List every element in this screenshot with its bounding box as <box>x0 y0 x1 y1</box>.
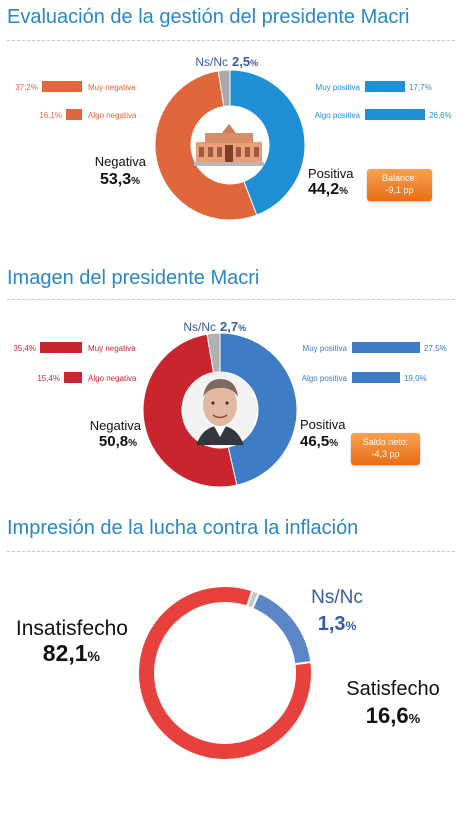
breakdown-label: Muy negativa <box>88 83 136 92</box>
bar <box>42 81 82 92</box>
breakdown-value: 27,5% <box>424 344 447 353</box>
negativa-value: 53,3% <box>100 171 140 188</box>
bar <box>66 109 82 120</box>
donut-group <box>154 69 306 221</box>
insatisfecho-label: Insatisfecho <box>16 617 128 640</box>
breakdown-value: 35,4% <box>13 344 36 353</box>
donut-chart-imagen: 35,4% Muy negativa 15,4% Algo negativa M… <box>13 319 447 488</box>
breakdown-value: 15,4% <box>37 374 60 383</box>
slice-nsnc <box>217 69 231 108</box>
breakdown-value: 19,0% <box>404 374 427 383</box>
chart-title: Imagen del presidente Macri <box>7 267 260 289</box>
positiva-label: Positiva <box>300 417 346 432</box>
positiva-value: 44,2% <box>308 181 348 198</box>
positiva-value: 46,5% <box>300 433 338 450</box>
breakdown-bar-muy-negativa: 35,4% Muy negativa <box>13 342 136 353</box>
divider <box>7 299 455 300</box>
donut-group <box>137 585 313 761</box>
bar <box>352 342 420 353</box>
donut-chart-inflacion: Insatisfecho 82,1% Ns/Nc 1,3% Satisfecho… <box>16 585 440 761</box>
donut-chart-evaluacion: 37,2% Muy negativa 16,1% Algo negativa M… <box>15 54 452 221</box>
breakdown-value: 26,6% <box>429 111 452 120</box>
breakdown-value: 37,2% <box>15 83 38 92</box>
chart-title: Impresión de la lucha contra la inflació… <box>7 517 359 539</box>
balance-label: Balance: <box>381 173 418 183</box>
portrait-icon <box>183 372 257 446</box>
balance-box: Balance: -9,1 pp <box>367 169 432 201</box>
bar <box>365 109 425 120</box>
breakdown-value: 16,1% <box>39 111 62 120</box>
divider <box>7 551 455 552</box>
nsnc-label: Ns/Nc <box>195 55 228 69</box>
slice-satisfecho <box>251 591 313 666</box>
balance-box: Saldo neto: -4,3 pp <box>351 433 420 465</box>
nsnc-label: Ns/Nc <box>311 587 363 608</box>
insatisfecho-value: 82,1% <box>43 640 101 666</box>
breakdown-label: Algo negativa <box>88 111 137 120</box>
negativa-value: 50,8% <box>99 433 137 450</box>
nsnc-value: 1,3% <box>318 613 357 635</box>
nsnc-value: 2,5% <box>232 54 258 69</box>
breakdown-label: Muy negativa <box>88 344 136 353</box>
breakdown-bar-algo-positiva: Algo positiva 19,0% <box>302 372 427 383</box>
section-inflacion: Impresión de la lucha contra la inflació… <box>0 505 461 825</box>
slice-negativa <box>154 70 258 221</box>
bar <box>352 372 400 383</box>
section-evaluacion: Evaluación de la gestión del presidente … <box>0 0 461 255</box>
casa-rosada-icon <box>192 109 266 183</box>
slice-positiva <box>229 69 306 216</box>
chart-title: Evaluación de la gestión del presidente … <box>7 6 410 28</box>
breakdown-label: Muy positiva <box>303 344 348 353</box>
bar <box>365 81 405 92</box>
nsnc-label: Ns/Nc <box>183 320 216 334</box>
balance-value: -9,1 pp <box>385 185 414 195</box>
breakdown-value: 17,7% <box>409 83 432 92</box>
donut-group <box>142 332 298 488</box>
bar <box>64 372 82 383</box>
slice-positiva <box>219 332 298 486</box>
satisfecho-value: 16,6% <box>366 703 421 728</box>
breakdown-bar-algo-negativa: 15,4% Algo negativa <box>37 372 137 383</box>
breakdown-label: Algo positiva <box>315 111 361 120</box>
breakdown-label: Algo negativa <box>88 374 137 383</box>
section-imagen: Imagen del presidente Macri 35,4% Muy ne… <box>0 255 461 505</box>
divider <box>7 40 455 41</box>
positiva-label: Positiva <box>308 166 354 181</box>
breakdown-bar-muy-negativa: 37,2% Muy negativa <box>15 81 136 92</box>
breakdown-bar-algo-positiva: Algo positiva 26,6% <box>315 109 452 120</box>
nsnc-value: 2,7% <box>220 319 246 334</box>
negativa-label: Negativa <box>95 154 147 169</box>
breakdown-label: Algo positiva <box>302 374 348 383</box>
negativa-label: Negativa <box>90 418 142 433</box>
balance-label: Saldo neto: <box>362 437 409 447</box>
satisfecho-label: Satisfecho <box>346 678 439 700</box>
breakdown-bar-algo-negativa: 16,1% Algo negativa <box>39 109 137 120</box>
balance-value: -4,3 pp <box>371 449 400 459</box>
bar <box>40 342 82 353</box>
breakdown-bar-muy-positiva: Muy positiva 17,7% <box>316 81 432 92</box>
breakdown-label: Muy positiva <box>316 83 361 92</box>
breakdown-bar-muy-positiva: Muy positiva 27,5% <box>303 342 447 353</box>
slice-insatisfecho <box>137 585 313 761</box>
